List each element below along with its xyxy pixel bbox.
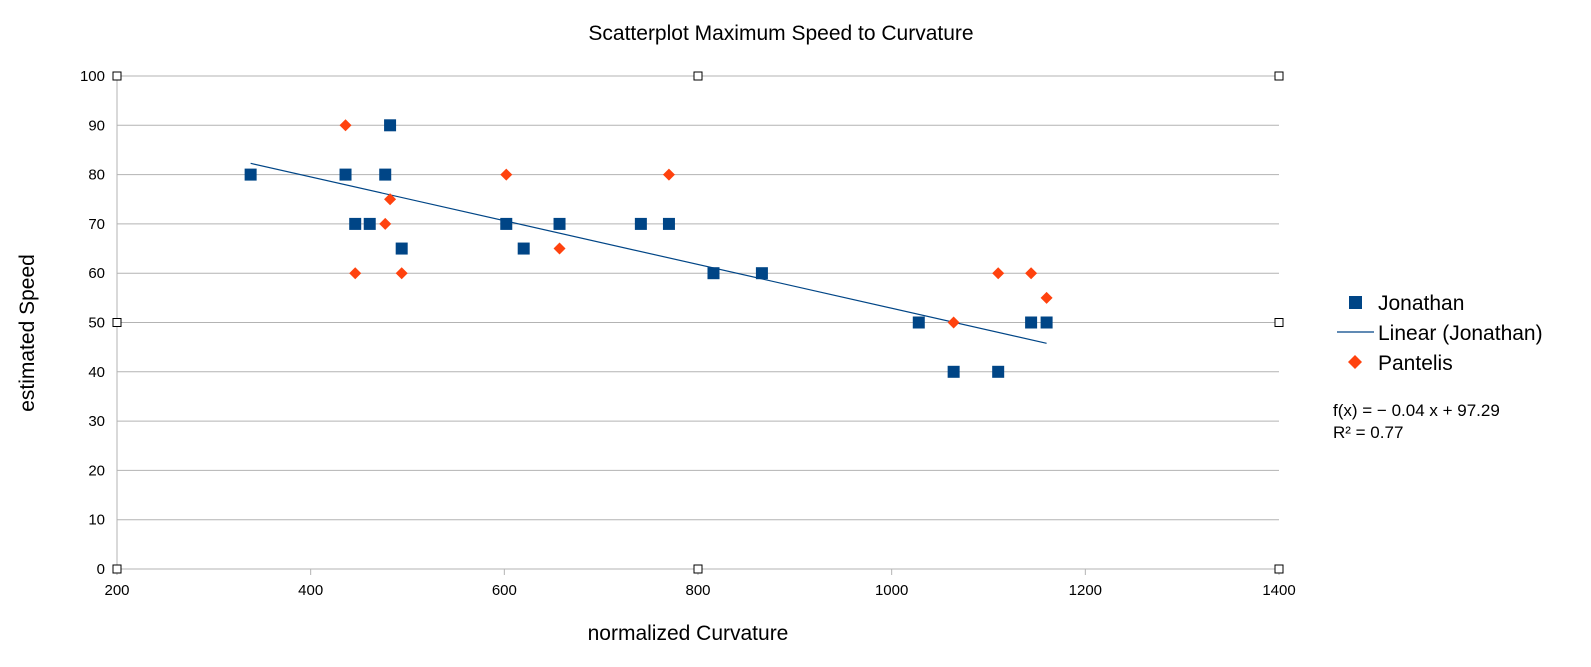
- y-tick-label: 0: [97, 561, 105, 578]
- selection-handle: [1274, 564, 1284, 574]
- selection-handles: [112, 71, 1284, 574]
- selection-handle: [112, 564, 122, 574]
- legend-marker-pantelis: [1348, 355, 1362, 369]
- selection-handle: [693, 71, 703, 81]
- legend-marker-jonathan: [1349, 296, 1362, 309]
- y-tick-label: 50: [88, 315, 105, 332]
- x-tick-label: 1200: [1069, 582, 1102, 599]
- gridlines: [116, 75, 1280, 575]
- x-tick-label: 400: [298, 582, 323, 599]
- data-point-jonathan: [517, 242, 530, 255]
- data-point-jonathan: [379, 168, 392, 181]
- legend-label-pantelis: Pantelis: [1378, 352, 1453, 375]
- data-point-jonathan: [395, 242, 408, 255]
- data-point-pantelis: [992, 267, 1005, 280]
- x-axis-title: normalized Curvature: [588, 622, 789, 645]
- data-point-pantelis: [339, 119, 352, 132]
- legend: Jonathan Linear (Jonathan) Pantelis: [1337, 292, 1543, 375]
- data-point-jonathan: [500, 217, 513, 230]
- data-point-pantelis: [349, 267, 362, 280]
- x-tick-label: 1400: [1262, 582, 1295, 599]
- data-point-jonathan: [384, 119, 397, 132]
- data-point-jonathan: [755, 267, 768, 280]
- data-point-jonathan: [634, 217, 647, 230]
- data-point-jonathan: [1025, 316, 1038, 329]
- x-tick-label: 800: [685, 582, 710, 599]
- x-tick-label: 1000: [875, 582, 908, 599]
- y-tick-label: 70: [88, 216, 105, 233]
- y-tick-label: 30: [88, 413, 105, 430]
- data-point-pantelis: [553, 242, 566, 255]
- data-point-jonathan: [339, 168, 352, 181]
- y-tick-label: 10: [88, 512, 105, 529]
- data-point-pantelis: [384, 193, 397, 206]
- data-point-jonathan: [244, 168, 257, 181]
- data-point-pantelis: [379, 217, 392, 230]
- data-point-pantelis: [500, 168, 513, 181]
- chart-title: Scatterplot Maximum Speed to Curvature: [588, 22, 973, 45]
- legend-label-trendline: Linear (Jonathan): [1378, 322, 1543, 345]
- data-point-jonathan: [912, 316, 925, 329]
- y-tick-label: 90: [88, 117, 105, 134]
- x-tick-label: 200: [104, 582, 129, 599]
- data-point-pantelis: [662, 168, 675, 181]
- y-tick-label: 80: [88, 167, 105, 184]
- data-point-pantelis: [395, 267, 408, 280]
- y-tick-label: 100: [80, 68, 105, 85]
- data-point-jonathan: [553, 217, 566, 230]
- data-points: [244, 119, 1053, 378]
- data-point-pantelis: [1040, 291, 1053, 304]
- data-point-pantelis: [947, 316, 960, 329]
- y-tick-label: 40: [88, 364, 105, 381]
- trendline-layer: [250, 162, 1047, 344]
- data-point-jonathan: [363, 217, 376, 230]
- y-tick-label: 20: [88, 462, 105, 479]
- tick-labels: 0 10 20 30 40 50 60 70 80 90 100 200 400 600 800 1000 12…: [80, 68, 1296, 599]
- legend-label-jonathan: Jonathan: [1378, 292, 1464, 315]
- data-point-jonathan: [992, 365, 1005, 378]
- selection-handle: [112, 318, 122, 327]
- selection-handle: [112, 71, 122, 81]
- x-tick-label: 600: [492, 582, 517, 599]
- data-point-jonathan: [947, 365, 960, 378]
- y-axis-title: estimated Speed: [16, 254, 39, 412]
- y-tick-label: 60: [88, 265, 105, 282]
- selection-handle: [1274, 318, 1284, 327]
- data-point-jonathan: [662, 217, 675, 230]
- selection-handle: [693, 564, 703, 574]
- data-point-jonathan: [349, 217, 362, 230]
- trendline-equation: f(x) = − 0.04 x + 97.29: [1333, 401, 1500, 420]
- trendline-r-squared: R² = 0.77: [1333, 423, 1403, 442]
- selection-handle: [1274, 71, 1284, 81]
- data-point-jonathan: [1040, 316, 1053, 329]
- trendline: [250, 162, 1047, 344]
- data-point-jonathan: [707, 267, 720, 280]
- data-point-pantelis: [1025, 267, 1038, 280]
